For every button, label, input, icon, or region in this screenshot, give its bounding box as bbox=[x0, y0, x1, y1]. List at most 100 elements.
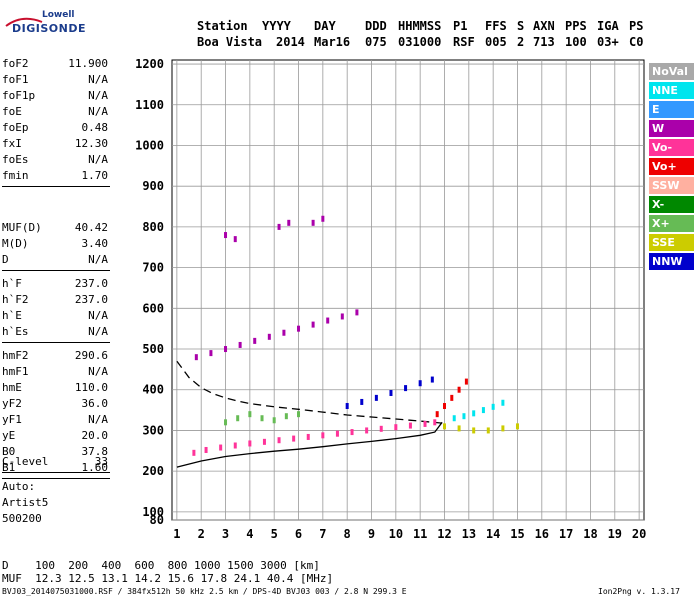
echo-point bbox=[408, 422, 412, 429]
echo-point bbox=[321, 215, 325, 222]
param-value: 290.6 bbox=[74, 349, 108, 362]
param-value: 33 bbox=[94, 455, 108, 468]
param-value: 237.0 bbox=[74, 293, 108, 306]
header-value-hhmmss: 031000 bbox=[398, 35, 442, 49]
x-tick-label: 16 bbox=[535, 527, 549, 541]
param-key: foF2 bbox=[2, 57, 29, 70]
legend-item-ssw: SSW bbox=[649, 177, 694, 194]
header-label-pps: PPS bbox=[565, 19, 587, 33]
param-value: 40.42 bbox=[74, 221, 108, 234]
param-row: h`F2 237.0 bbox=[2, 292, 108, 308]
legend-item-vo-minus: Vo- bbox=[649, 139, 694, 156]
echo-point bbox=[360, 398, 364, 405]
echo-point bbox=[233, 442, 237, 449]
param-key: foF1 bbox=[2, 73, 29, 86]
echo-point bbox=[224, 232, 228, 239]
x-tick-label: 15 bbox=[510, 527, 524, 541]
logo-line2: DIGISONDE bbox=[12, 22, 86, 35]
profile-solid-line bbox=[176, 421, 443, 468]
param-value: 20.0 bbox=[81, 429, 109, 442]
param-value: N/A bbox=[88, 325, 108, 338]
echo-point bbox=[430, 376, 434, 383]
param-row: yF2 36.0 bbox=[2, 396, 108, 412]
echo-point bbox=[472, 427, 476, 434]
param-row: h`F 237.0 bbox=[2, 276, 108, 292]
param-value: 3.40 bbox=[81, 237, 109, 250]
y-tick-label: 700 bbox=[142, 261, 164, 275]
param-key: foF1p bbox=[2, 89, 36, 102]
param-row: D N/A bbox=[2, 252, 108, 268]
param-key: fxI bbox=[2, 137, 22, 150]
param-row: fmin 1.70 bbox=[2, 168, 108, 184]
echo-point bbox=[194, 354, 198, 361]
legend-item-noval: NoVal bbox=[649, 63, 694, 80]
auto-label: Auto: bbox=[2, 480, 36, 493]
param-row: foEs N/A bbox=[2, 152, 108, 168]
echo-point bbox=[481, 407, 485, 414]
param-row: B0 37.8 bbox=[2, 444, 108, 460]
auto-artist: Artist5 bbox=[2, 496, 49, 509]
param-value: N/A bbox=[88, 73, 108, 86]
x-tick-label: 9 bbox=[368, 527, 375, 541]
header-value-day: Mar16 bbox=[314, 35, 351, 49]
divider bbox=[2, 186, 110, 187]
y-tick-label: 200 bbox=[142, 464, 164, 478]
echo-point bbox=[355, 309, 359, 316]
echo-point bbox=[394, 424, 398, 431]
echo-point bbox=[260, 415, 264, 422]
header-value-axn: 713 bbox=[533, 35, 555, 49]
param-key: h`Es bbox=[2, 325, 29, 338]
param-key: h`F2 bbox=[2, 293, 29, 306]
echo-point bbox=[418, 380, 422, 387]
legend-item-sse: SSE bbox=[649, 234, 694, 251]
param-row: foEp 0.48 bbox=[2, 120, 108, 136]
param-value: 237.0 bbox=[74, 277, 108, 290]
echo-point bbox=[224, 419, 228, 426]
param-row: yE 20.0 bbox=[2, 428, 108, 444]
x-tick-label: 3 bbox=[222, 527, 229, 541]
echo-point bbox=[389, 389, 393, 396]
header-value-year: 2014 bbox=[276, 35, 305, 49]
param-row: yF1 N/A bbox=[2, 412, 108, 428]
param-row: h`Es N/A bbox=[2, 324, 108, 340]
header-label-ffs: FFS bbox=[485, 19, 507, 33]
echo-point bbox=[311, 219, 315, 226]
param-value: 12.30 bbox=[74, 137, 108, 150]
echo-point bbox=[204, 446, 208, 453]
echo-point bbox=[472, 410, 476, 417]
y-tick-label: 1000 bbox=[135, 138, 164, 152]
echo-point bbox=[335, 430, 339, 437]
y-tick-label: 600 bbox=[142, 301, 164, 315]
echo-point bbox=[209, 350, 213, 357]
y-tick-label: 300 bbox=[142, 423, 164, 437]
param-key: yF1 bbox=[2, 413, 22, 426]
header-label-hhmmss: HHMMSS bbox=[398, 19, 442, 33]
echo-point bbox=[287, 219, 291, 226]
echo-point bbox=[457, 425, 461, 432]
distance-line: D 100 200 400 600 800 1000 1500 3000 [km… bbox=[2, 559, 320, 572]
echo-point bbox=[404, 385, 408, 392]
x-tick-label: 13 bbox=[462, 527, 476, 541]
echo-point bbox=[297, 325, 301, 332]
digisonde-logo: Lowell DIGISONDE bbox=[4, 8, 85, 44]
echo-point bbox=[311, 321, 315, 328]
header-label-station: Station bbox=[197, 19, 248, 33]
header-value-ddd: 075 bbox=[365, 35, 387, 49]
echo-point bbox=[297, 411, 301, 418]
param-value: N/A bbox=[88, 365, 108, 378]
x-tick-label: 20 bbox=[632, 527, 646, 541]
header-value-ps: C0 bbox=[629, 35, 644, 49]
echo-point bbox=[457, 386, 461, 393]
echo-point bbox=[262, 438, 266, 445]
echo-point bbox=[423, 420, 427, 427]
echo-point bbox=[238, 341, 242, 348]
x-tick-label: 17 bbox=[559, 527, 573, 541]
echo-point bbox=[277, 437, 281, 444]
y-tick-label: 800 bbox=[142, 220, 164, 234]
echo-point bbox=[219, 444, 223, 451]
legend-item-w: W bbox=[649, 120, 694, 137]
y-tick-label: 400 bbox=[142, 383, 164, 397]
param-row: M(D) 3.40 bbox=[2, 236, 108, 252]
header-label-year: YYYY bbox=[262, 19, 291, 33]
file-info: BVJ03_2014075031000.RSF / 384fx512h 50 k… bbox=[2, 587, 407, 596]
